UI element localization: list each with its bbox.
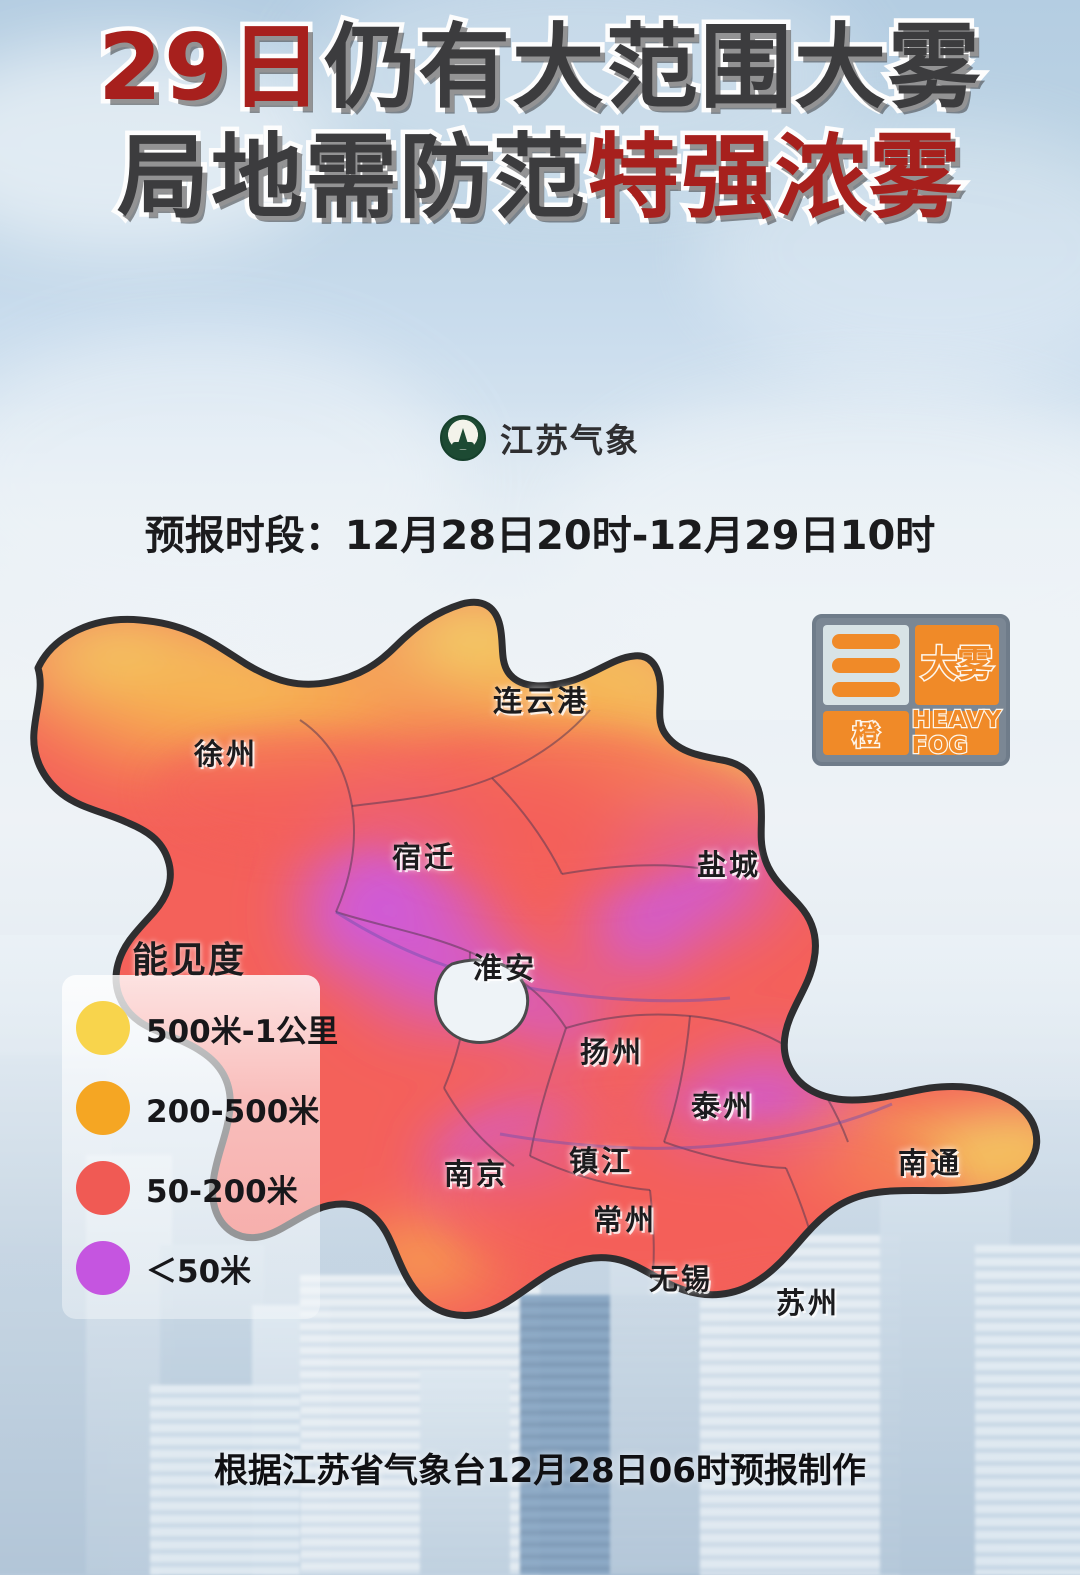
emblem-base-shape (452, 441, 474, 449)
legend-item: 50-200米 (76, 1161, 306, 1215)
legend-color-swatch (76, 1081, 130, 1135)
branding-row: 江苏气象 (0, 414, 1080, 462)
fog-bar (832, 681, 900, 697)
headline-block: 29日仍有大范围大雾 局地需防范特强浓雾 (0, 0, 1080, 231)
legend-item: 200-500米 (76, 1081, 319, 1135)
legend-item: 500米-1公里 (76, 1001, 338, 1055)
headline-line-2-lead: 局地需防范 (112, 124, 589, 231)
legend-item: ＜50米 (76, 1241, 306, 1295)
organization-name: 江苏气象 (500, 421, 640, 460)
source-attribution: 根据江苏省气象台12月28日06时预报制作 (214, 1451, 866, 1491)
headline-date-highlight: 29日 (93, 14, 326, 121)
cma-tower-emblem-icon (440, 415, 486, 461)
legend-color-swatch (76, 1241, 130, 1295)
visibility-legend: 能见度 500米-1公里 200-500米 50-200米 ＜50米 (62, 940, 338, 1319)
forecast-period-text: 预报时段：12月28日20时-12月29日10时 (144, 513, 936, 559)
waterway-lines (335, 910, 893, 1150)
cloud-blob (300, 0, 860, 190)
fog-bar (832, 633, 900, 649)
legend-items: 500米-1公里 200-500米 50-200米 ＜50米 (62, 975, 338, 1319)
legend-item-label: ＜50米 (146, 1253, 252, 1290)
legend-color-swatch (76, 1161, 130, 1215)
three-bar-fog-icon (823, 625, 909, 705)
heavy-fog-warning-badge[interactable]: 大雾 橙 HEAVY FOG (812, 614, 1010, 766)
badge-level: 橙 (823, 711, 909, 755)
legend-item-label: 50-200米 (146, 1173, 298, 1210)
headline-line-1-rest: 仍有大范围大雾 (319, 14, 984, 121)
cloud-blob (0, 40, 340, 250)
badge-english-label: HEAVY FOG (910, 706, 1003, 760)
legend-item-label: 500米-1公里 (146, 1013, 339, 1050)
legend-color-swatch (76, 1001, 130, 1055)
headline-line-1: 29日仍有大范围大雾 (0, 14, 1080, 121)
legend-item-label: 200-500米 (146, 1093, 320, 1130)
headline-line-2: 局地需防范特强浓雾 (0, 124, 1080, 231)
legend-title: 能见度 (132, 940, 247, 981)
fog-bar (832, 657, 900, 673)
headline-line-2-highlight: 特强浓雾 (582, 124, 965, 231)
cloud-blob (700, 120, 1080, 380)
badge-chars: 大雾 (915, 625, 999, 705)
hongze-lake (434, 958, 530, 1044)
